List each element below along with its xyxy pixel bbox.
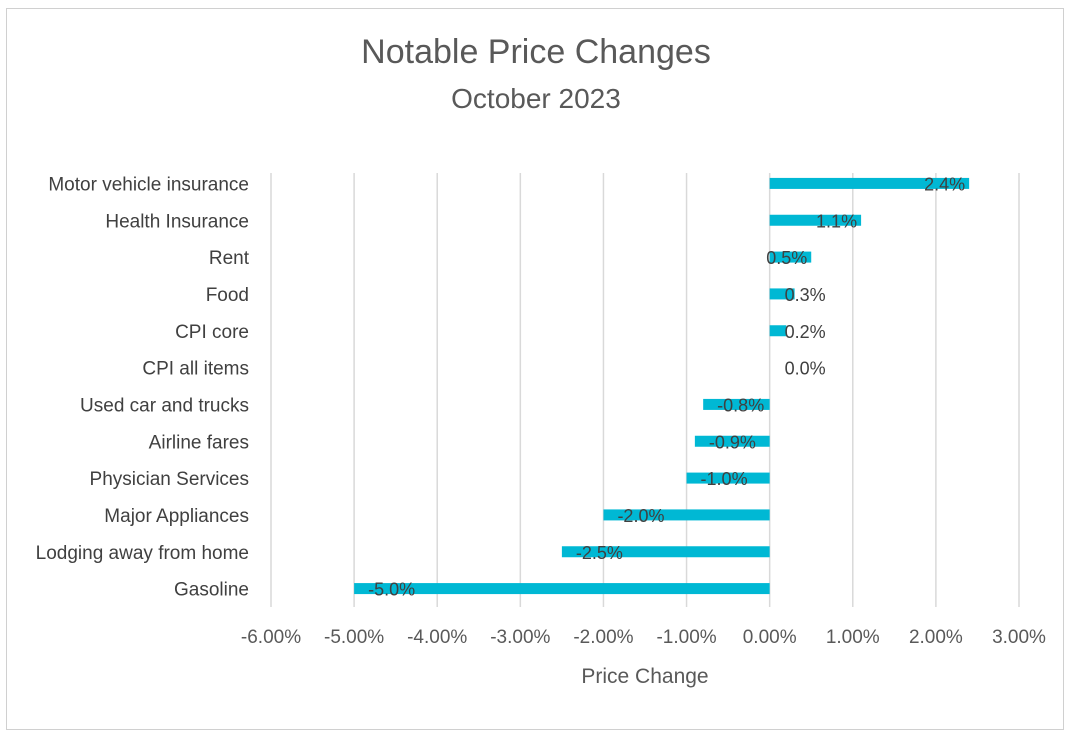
chart-title: Notable Price Changes: [361, 33, 711, 71]
bar: [686, 472, 770, 484]
category-label: Gasoline: [174, 580, 249, 601]
data-labels: 2.4% 1.1% 0.5% 0.3% 0.2% 0.0% -0.8% -0.9% -1.0% -…: [368, 174, 965, 599]
data-label: 1.1%: [816, 211, 857, 231]
x-tick-label: 3.00%: [992, 627, 1046, 648]
gridlines: [270, 173, 1020, 607]
data-label: 0.0%: [785, 359, 826, 379]
chart-frame: [6, 8, 1064, 730]
bar: [769, 177, 970, 189]
x-axis-title: Price Change: [581, 665, 708, 688]
chart-subtitle: October 2023: [451, 83, 621, 114]
bar: [561, 546, 770, 558]
bar: [703, 398, 770, 410]
x-tick-label: -1.00%: [656, 627, 716, 648]
data-label: -0.8%: [717, 395, 764, 415]
x-tick-label: -5.00%: [324, 627, 384, 648]
data-label: 0.3%: [785, 285, 826, 305]
data-label: -5.0%: [368, 580, 415, 600]
x-tick-label: 1.00%: [826, 627, 880, 648]
category-label: Used car and trucks: [80, 395, 249, 416]
bar: [769, 325, 787, 337]
category-label: Lodging away from home: [36, 543, 249, 564]
x-axis-ticks: -6.00% -5.00% -4.00% -3.00% -2.00% -1.00% 0.00…: [241, 627, 1046, 648]
category-label: Rent: [209, 248, 250, 269]
category-label: Health Insurance: [105, 211, 249, 232]
data-label: 0.5%: [766, 248, 807, 268]
data-label: -0.9%: [709, 432, 756, 452]
data-label: 0.2%: [785, 322, 826, 342]
x-tick-label: -6.00%: [241, 627, 301, 648]
bar: [603, 509, 770, 521]
x-tick-label: -4.00%: [407, 627, 467, 648]
category-label: Physician Services: [90, 469, 249, 490]
category-label: CPI core: [175, 322, 249, 343]
bar: [769, 251, 812, 263]
data-label: -1.0%: [701, 469, 748, 489]
category-label: Major Appliances: [104, 506, 249, 527]
bar: [769, 288, 795, 300]
x-tick-label: -3.00%: [490, 627, 550, 648]
bar: [694, 435, 770, 447]
bar: [769, 214, 862, 226]
x-tick-label: 2.00%: [909, 627, 963, 648]
category-label: Motor vehicle insurance: [48, 174, 249, 195]
category-label: CPI all items: [142, 359, 249, 380]
x-tick-label: -2.00%: [573, 627, 633, 648]
data-label: -2.0%: [617, 506, 664, 526]
category-label: Food: [206, 285, 249, 306]
data-label: 2.4%: [924, 174, 965, 194]
category-label: Airline fares: [149, 432, 249, 453]
bars: [354, 177, 970, 595]
bar: [354, 583, 770, 595]
x-tick-label: 0.00%: [743, 627, 797, 648]
data-label: -2.5%: [576, 543, 623, 563]
category-labels: Motor vehicle insurance Health Insurance R…: [36, 174, 250, 600]
